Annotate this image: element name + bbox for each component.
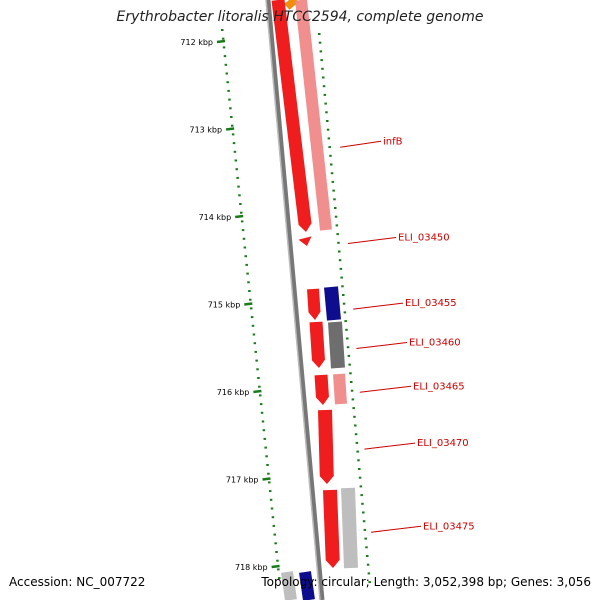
gene-label: ELI_03460 <box>409 338 461 349</box>
gene-label: ELI_03470 <box>417 438 469 449</box>
backbone-highlight <box>265 0 321 600</box>
gene-eli03475-arrow <box>323 489 340 568</box>
gene-eli03465-arrow <box>314 374 329 405</box>
gene-infb-light <box>295 0 332 231</box>
kbp-tick-label: 718 kbp <box>235 563 268 572</box>
map-title: Erythrobacter litoralis HTCC2594, comple… <box>116 9 484 25</box>
kbp-tick-label: 712 kbp <box>180 38 213 47</box>
kbp-tick <box>244 302 253 306</box>
gene-label-leader <box>340 140 382 148</box>
kbp-tick <box>271 564 280 569</box>
gene-label: ELI_03465 <box>413 381 465 392</box>
gene-eli03475-block <box>341 487 358 569</box>
gene-label: ELI_03450 <box>398 233 450 244</box>
gene-infb-arrow <box>271 0 312 232</box>
gene-bottom-blue <box>299 571 315 600</box>
kbp-tick <box>253 389 262 394</box>
kbp-tick <box>262 477 271 481</box>
backbone-line <box>265 0 325 600</box>
genome-summary-text: Topology: circular; Length: 3,052,398 bp… <box>261 575 591 589</box>
gene-label-leader <box>347 237 397 244</box>
gene-label-leader <box>364 442 416 450</box>
gene-eli03470-arrow <box>318 409 334 484</box>
gene-label: infB <box>383 136 403 147</box>
kbp-tick <box>216 39 226 44</box>
gene-label-leader <box>359 385 412 393</box>
accession-text: Accession: NC_007722 <box>9 575 146 589</box>
kbp-tick <box>235 214 244 219</box>
kbp-tick-label: 713 kbp <box>189 126 222 135</box>
gene-bottom-gray <box>281 571 297 600</box>
gene-eli03460-block <box>328 321 345 369</box>
gene-eli03450-arrow <box>298 236 312 246</box>
gene-orange-top <box>284 0 299 10</box>
kbp-tick-label: 717 kbp <box>226 476 259 485</box>
gene-eli03455-arrow <box>307 288 321 320</box>
gene-label: ELI_03475 <box>423 521 475 532</box>
kbp-tick-label: 716 kbp <box>217 388 250 397</box>
gene-label-leader <box>371 525 422 533</box>
gene-eli03465-light <box>333 373 347 405</box>
gene-label: ELI_03455 <box>405 298 457 309</box>
gene-eli03455-block <box>324 286 341 321</box>
gene-eli03460-arrow <box>309 321 325 368</box>
kbp-tick-label: 714 kbp <box>199 213 232 222</box>
gene-label-leader <box>353 302 404 310</box>
kbp-tick <box>225 127 235 131</box>
kbp-tick-label: 715 kbp <box>208 301 241 310</box>
gene-label-leader <box>356 342 408 349</box>
